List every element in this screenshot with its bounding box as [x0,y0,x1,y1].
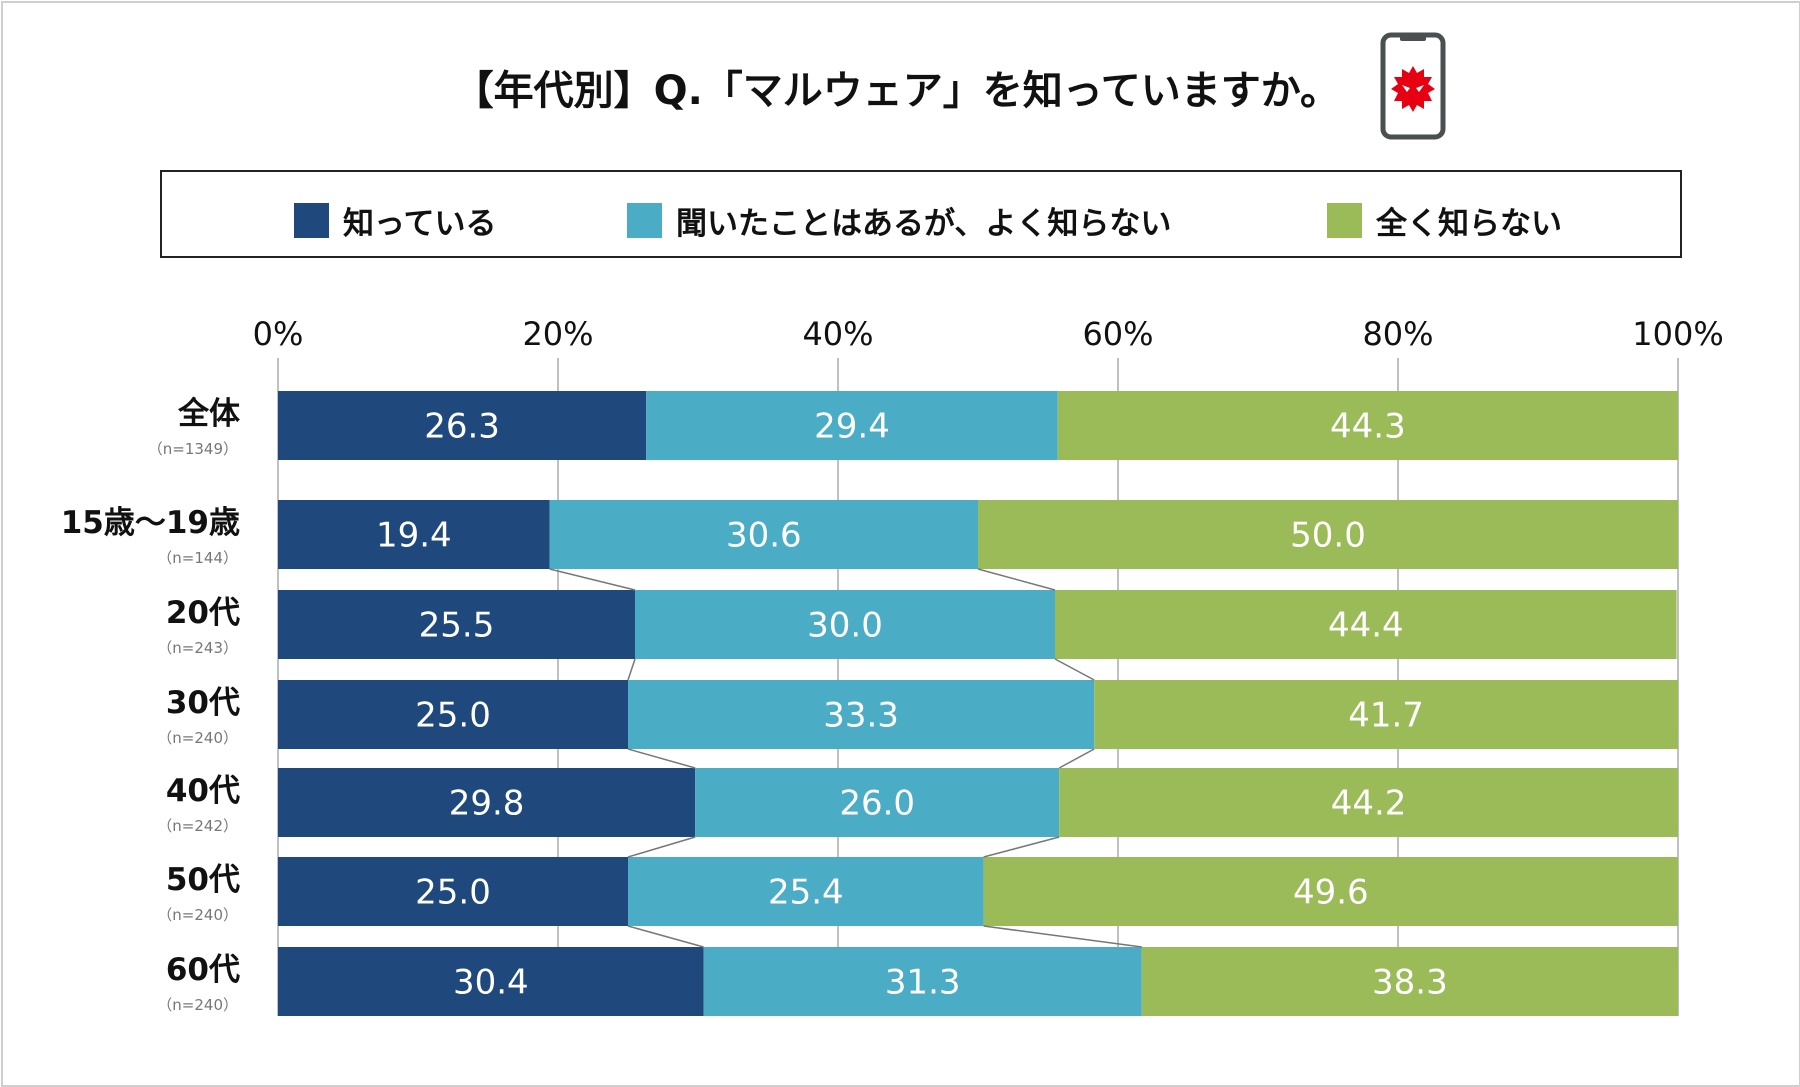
bar-segment [278,768,696,837]
bar-segment [628,680,1095,749]
bar-segment [635,590,1055,659]
bar-segment [278,391,647,460]
bar-segment [1055,590,1677,659]
data-label: 41.7 [1348,696,1424,736]
legend-swatch [627,203,662,238]
bar-segment [695,768,1060,837]
sample-size-label: （n=240） [157,729,238,747]
legend-swatch [1327,203,1362,238]
connector-line [1058,748,1095,769]
data-label: 26.3 [424,407,500,447]
bar-segment [278,590,635,659]
category-label: 全体 [177,396,240,432]
data-label: 25.5 [419,606,495,646]
bar-segment [703,947,1142,1016]
data-label: 49.6 [1293,873,1369,913]
connector-line [627,925,704,948]
bar-segment [1141,947,1678,1016]
data-label: 25.4 [768,873,844,913]
category-label: 15歳〜19歳 [61,505,240,541]
data-label: 44.4 [1328,606,1404,646]
bar-segment [1094,680,1678,749]
x-tick-label: 0% [253,315,304,353]
x-tick-label: 60% [1082,315,1153,353]
chart-title: 【年代別】Q.「マルウェア」を知っていますか。 [453,68,1340,114]
category-label: 60代 [166,952,240,988]
smartphone-malware-icon [1380,32,1446,140]
bar-segment [549,500,978,569]
legend: 知っている 聞いたことはあるが、よく知らない 全く知らない [160,170,1682,258]
x-tick-label: 100% [1632,315,1723,353]
legend-item: 知っている [294,198,496,243]
x-tick-label: 40% [802,315,873,353]
data-label: 25.0 [415,873,491,913]
bar-segment [978,500,1678,569]
bar-segment [1057,391,1678,460]
bar-segment [278,857,628,926]
sample-size-label: （n=240） [157,996,238,1014]
legend-item: 聞いたことはあるが、よく知らない [627,198,1171,243]
legend-label: 聞いたことはあるが、よく知らない [676,206,1172,242]
bar-segment [983,857,1678,926]
data-label: 30.4 [453,963,529,1003]
data-label: 19.4 [376,516,452,556]
data-label: 29.4 [814,407,890,447]
category-label: 50代 [166,862,240,898]
data-label: 31.3 [885,963,961,1003]
data-label: 38.3 [1372,963,1448,1003]
category-label: 40代 [166,773,240,809]
connector-line [1054,658,1095,681]
data-label: 30.6 [726,516,802,556]
data-label: 25.0 [415,696,491,736]
legend-label: 全く知らない [1376,206,1562,242]
data-label: 44.3 [1330,407,1406,447]
legend-label: 知っている [343,206,497,242]
category-label: 20代 [166,595,240,631]
bar-segment [628,857,984,926]
sample-size-label: （n=243） [157,639,238,657]
data-label: 30.0 [807,606,883,646]
bar-segment [1059,768,1678,837]
sample-size-label: （n=240） [157,906,238,924]
data-label: 44.2 [1331,784,1407,824]
connector-line [627,658,636,681]
data-label: 26.0 [839,784,915,824]
x-tick-label: 80% [1362,315,1433,353]
sample-size-label: （n=1349） [148,440,238,458]
connector-line [983,925,1142,948]
bar-segment [278,947,704,1016]
connector-line [627,836,696,858]
sample-size-label: （n=144） [157,549,238,567]
bar-segment [278,680,628,749]
data-label: 33.3 [823,696,899,736]
bar-segment [646,391,1058,460]
data-label: 50.0 [1290,516,1366,556]
x-tick-label: 20% [522,315,593,353]
data-label: 29.8 [449,784,525,824]
bar-segment [278,500,550,569]
legend-swatch [294,203,329,238]
connector-line [549,568,636,591]
category-label: 30代 [166,685,240,721]
legend-item: 全く知らない [1327,198,1562,243]
connector-line [983,836,1060,858]
connector-line [977,568,1056,591]
sample-size-label: （n=242） [157,817,238,835]
connector-line [627,748,696,769]
